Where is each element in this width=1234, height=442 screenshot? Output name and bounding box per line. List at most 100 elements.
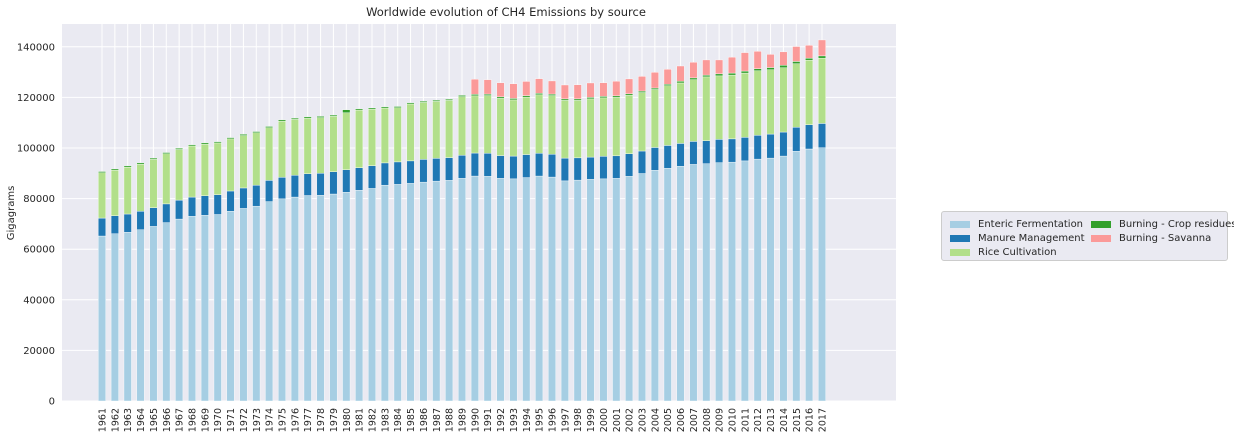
bar-segment-enteric-fermentation-2005 bbox=[663, 168, 672, 402]
bar-segment-manure-management-2016 bbox=[805, 124, 814, 150]
x-tick-label: 1978 bbox=[316, 408, 327, 432]
bar-segment-manure-management-1999 bbox=[586, 156, 595, 180]
x-tick-label: 1988 bbox=[445, 408, 456, 432]
bar-segment-burning-crop-residues-1977 bbox=[303, 116, 312, 119]
bar-segment-rice-cultivation-1994 bbox=[522, 96, 531, 155]
bar-segment-burning-crop-residues-1965 bbox=[149, 157, 158, 160]
x-tick-label: 2015 bbox=[792, 408, 803, 432]
chart-title: Worldwide evolution of CH4 Emissions by … bbox=[366, 5, 646, 19]
y-tick-label: 100000 bbox=[17, 143, 55, 154]
x-tick-label: 1974 bbox=[265, 408, 276, 432]
legend-label: Burning - Crop residues bbox=[1119, 219, 1234, 230]
bar-segment-rice-cultivation-1984 bbox=[393, 107, 402, 163]
bar-segment-enteric-fermentation-1996 bbox=[548, 176, 556, 402]
legend-item-enteric-fermentation: Enteric Fermentation bbox=[950, 219, 1083, 230]
bar-segment-enteric-fermentation-2002 bbox=[625, 176, 634, 402]
bar-segment-burning-savanna-2008 bbox=[702, 59, 711, 76]
bar-segment-burning-savanna-1991 bbox=[483, 79, 492, 95]
x-tick-label: 1965 bbox=[149, 408, 160, 432]
bar-segment-rice-cultivation-2012 bbox=[753, 70, 762, 136]
bar-segment-manure-management-1992 bbox=[496, 155, 505, 179]
bar-segment-enteric-fermentation-1977 bbox=[303, 195, 312, 402]
x-tick-label: 1973 bbox=[252, 408, 263, 432]
y-tick-label: 20000 bbox=[23, 346, 55, 357]
bar-segment-burning-savanna-2001 bbox=[612, 80, 621, 97]
bar-segment-burning-savanna-2017 bbox=[818, 39, 826, 57]
bar-segment-rice-cultivation-2010 bbox=[728, 74, 736, 140]
x-tick-label: 1968 bbox=[187, 408, 198, 432]
legend-swatch-enteric-fermentation bbox=[950, 221, 970, 228]
bar-segment-manure-management-1961 bbox=[98, 217, 106, 237]
bar-segment-burning-crop-residues-1987 bbox=[432, 99, 441, 102]
bar-segment-enteric-fermentation-1988 bbox=[445, 180, 454, 402]
bar-segment-rice-cultivation-2006 bbox=[676, 82, 685, 144]
bar-segment-rice-cultivation-1991 bbox=[483, 95, 492, 154]
bar-segment-manure-management-2007 bbox=[689, 141, 698, 165]
legend-swatch-burning-savanna bbox=[1091, 235, 1111, 242]
bar-segment-enteric-fermentation-1966 bbox=[162, 222, 171, 402]
bar-segment-manure-management-2004 bbox=[650, 147, 659, 171]
bar-segment-rice-cultivation-1972 bbox=[239, 135, 248, 189]
bar-segment-rice-cultivation-2009 bbox=[715, 75, 724, 140]
bar-segment-manure-management-1988 bbox=[445, 157, 454, 181]
bar-segment-rice-cultivation-1961 bbox=[98, 172, 106, 219]
bar-segment-manure-management-1997 bbox=[560, 157, 569, 182]
bar-segment-manure-management-1975 bbox=[278, 177, 286, 200]
bar-segment-manure-management-2011 bbox=[740, 137, 749, 162]
bar-segment-manure-management-2017 bbox=[818, 123, 826, 148]
y-tick-label: 140000 bbox=[17, 42, 55, 53]
bar-segment-burning-crop-residues-1990 bbox=[470, 94, 479, 97]
bar-segment-enteric-fermentation-1979 bbox=[329, 193, 338, 402]
bar-segment-rice-cultivation-1977 bbox=[303, 117, 312, 174]
bar-segment-rice-cultivation-2008 bbox=[702, 76, 711, 141]
bar-segment-rice-cultivation-2002 bbox=[625, 95, 634, 154]
bar-segment-manure-management-1966 bbox=[162, 203, 171, 223]
bar-segment-burning-savanna-2003 bbox=[638, 76, 646, 92]
bar-segment-burning-savanna-2012 bbox=[753, 51, 762, 69]
bar-segment-enteric-fermentation-2016 bbox=[805, 148, 814, 402]
bar-segment-enteric-fermentation-2014 bbox=[779, 155, 788, 402]
x-tick-label: 2011 bbox=[740, 408, 751, 432]
bar-segment-burning-crop-residues-1982 bbox=[368, 107, 376, 110]
bar-segment-burning-crop-residues-1967 bbox=[175, 148, 184, 150]
bar-segment-rice-cultivation-2001 bbox=[612, 97, 621, 157]
bar-segment-manure-management-2000 bbox=[599, 156, 608, 180]
bar-segment-manure-management-1982 bbox=[368, 165, 376, 189]
bar-segment-manure-management-2015 bbox=[792, 127, 801, 152]
bar-segment-enteric-fermentation-1987 bbox=[432, 180, 441, 402]
bar-segment-enteric-fermentation-2003 bbox=[638, 173, 646, 402]
bar-segment-burning-crop-residues-1976 bbox=[290, 117, 299, 120]
bar-segment-burning-savanna-1992 bbox=[496, 82, 505, 98]
x-tick-label: 2017 bbox=[817, 408, 828, 432]
x-tick-label: 1964 bbox=[136, 408, 147, 432]
bar-segment-rice-cultivation-1987 bbox=[432, 101, 441, 159]
x-tick-label: 1985 bbox=[406, 408, 417, 432]
x-tick-label: 2006 bbox=[676, 408, 687, 432]
bar-segment-enteric-fermentation-1967 bbox=[175, 218, 184, 402]
bar-segment-manure-management-1967 bbox=[175, 199, 184, 220]
bar-segment-burning-crop-residues-1985 bbox=[406, 102, 415, 105]
y-tick-label: 80000 bbox=[23, 194, 55, 205]
x-tick-label: 1983 bbox=[380, 408, 391, 432]
bar-segment-enteric-fermentation-2000 bbox=[599, 178, 608, 402]
bar-segment-burning-crop-residues-2015 bbox=[792, 61, 801, 64]
x-tick-label: 1971 bbox=[226, 408, 237, 432]
x-tick-label: 1967 bbox=[175, 408, 186, 432]
bar-segment-rice-cultivation-2014 bbox=[779, 67, 788, 133]
bar-segment-rice-cultivation-1988 bbox=[445, 100, 454, 158]
bar-segment-burning-crop-residues-1996 bbox=[548, 93, 556, 96]
x-tick-label: 1996 bbox=[547, 408, 558, 432]
bar-segment-burning-savanna-1990 bbox=[470, 78, 479, 95]
bar-segment-burning-crop-residues-2007 bbox=[689, 77, 698, 80]
bar-segment-manure-management-1978 bbox=[316, 173, 325, 196]
bar-segment-enteric-fermentation-1963 bbox=[123, 232, 132, 402]
bar-segment-manure-management-1987 bbox=[432, 158, 441, 182]
bar-segment-burning-crop-residues-1988 bbox=[445, 98, 454, 101]
bar-segment-rice-cultivation-2007 bbox=[689, 79, 698, 142]
bar-segment-burning-crop-residues-2000 bbox=[599, 96, 608, 99]
x-tick-label: 1963 bbox=[123, 408, 134, 432]
bar-segment-enteric-fermentation-1999 bbox=[586, 179, 595, 402]
bar-segment-enteric-fermentation-1974 bbox=[265, 201, 274, 402]
bar-segment-manure-management-1979 bbox=[329, 171, 338, 195]
